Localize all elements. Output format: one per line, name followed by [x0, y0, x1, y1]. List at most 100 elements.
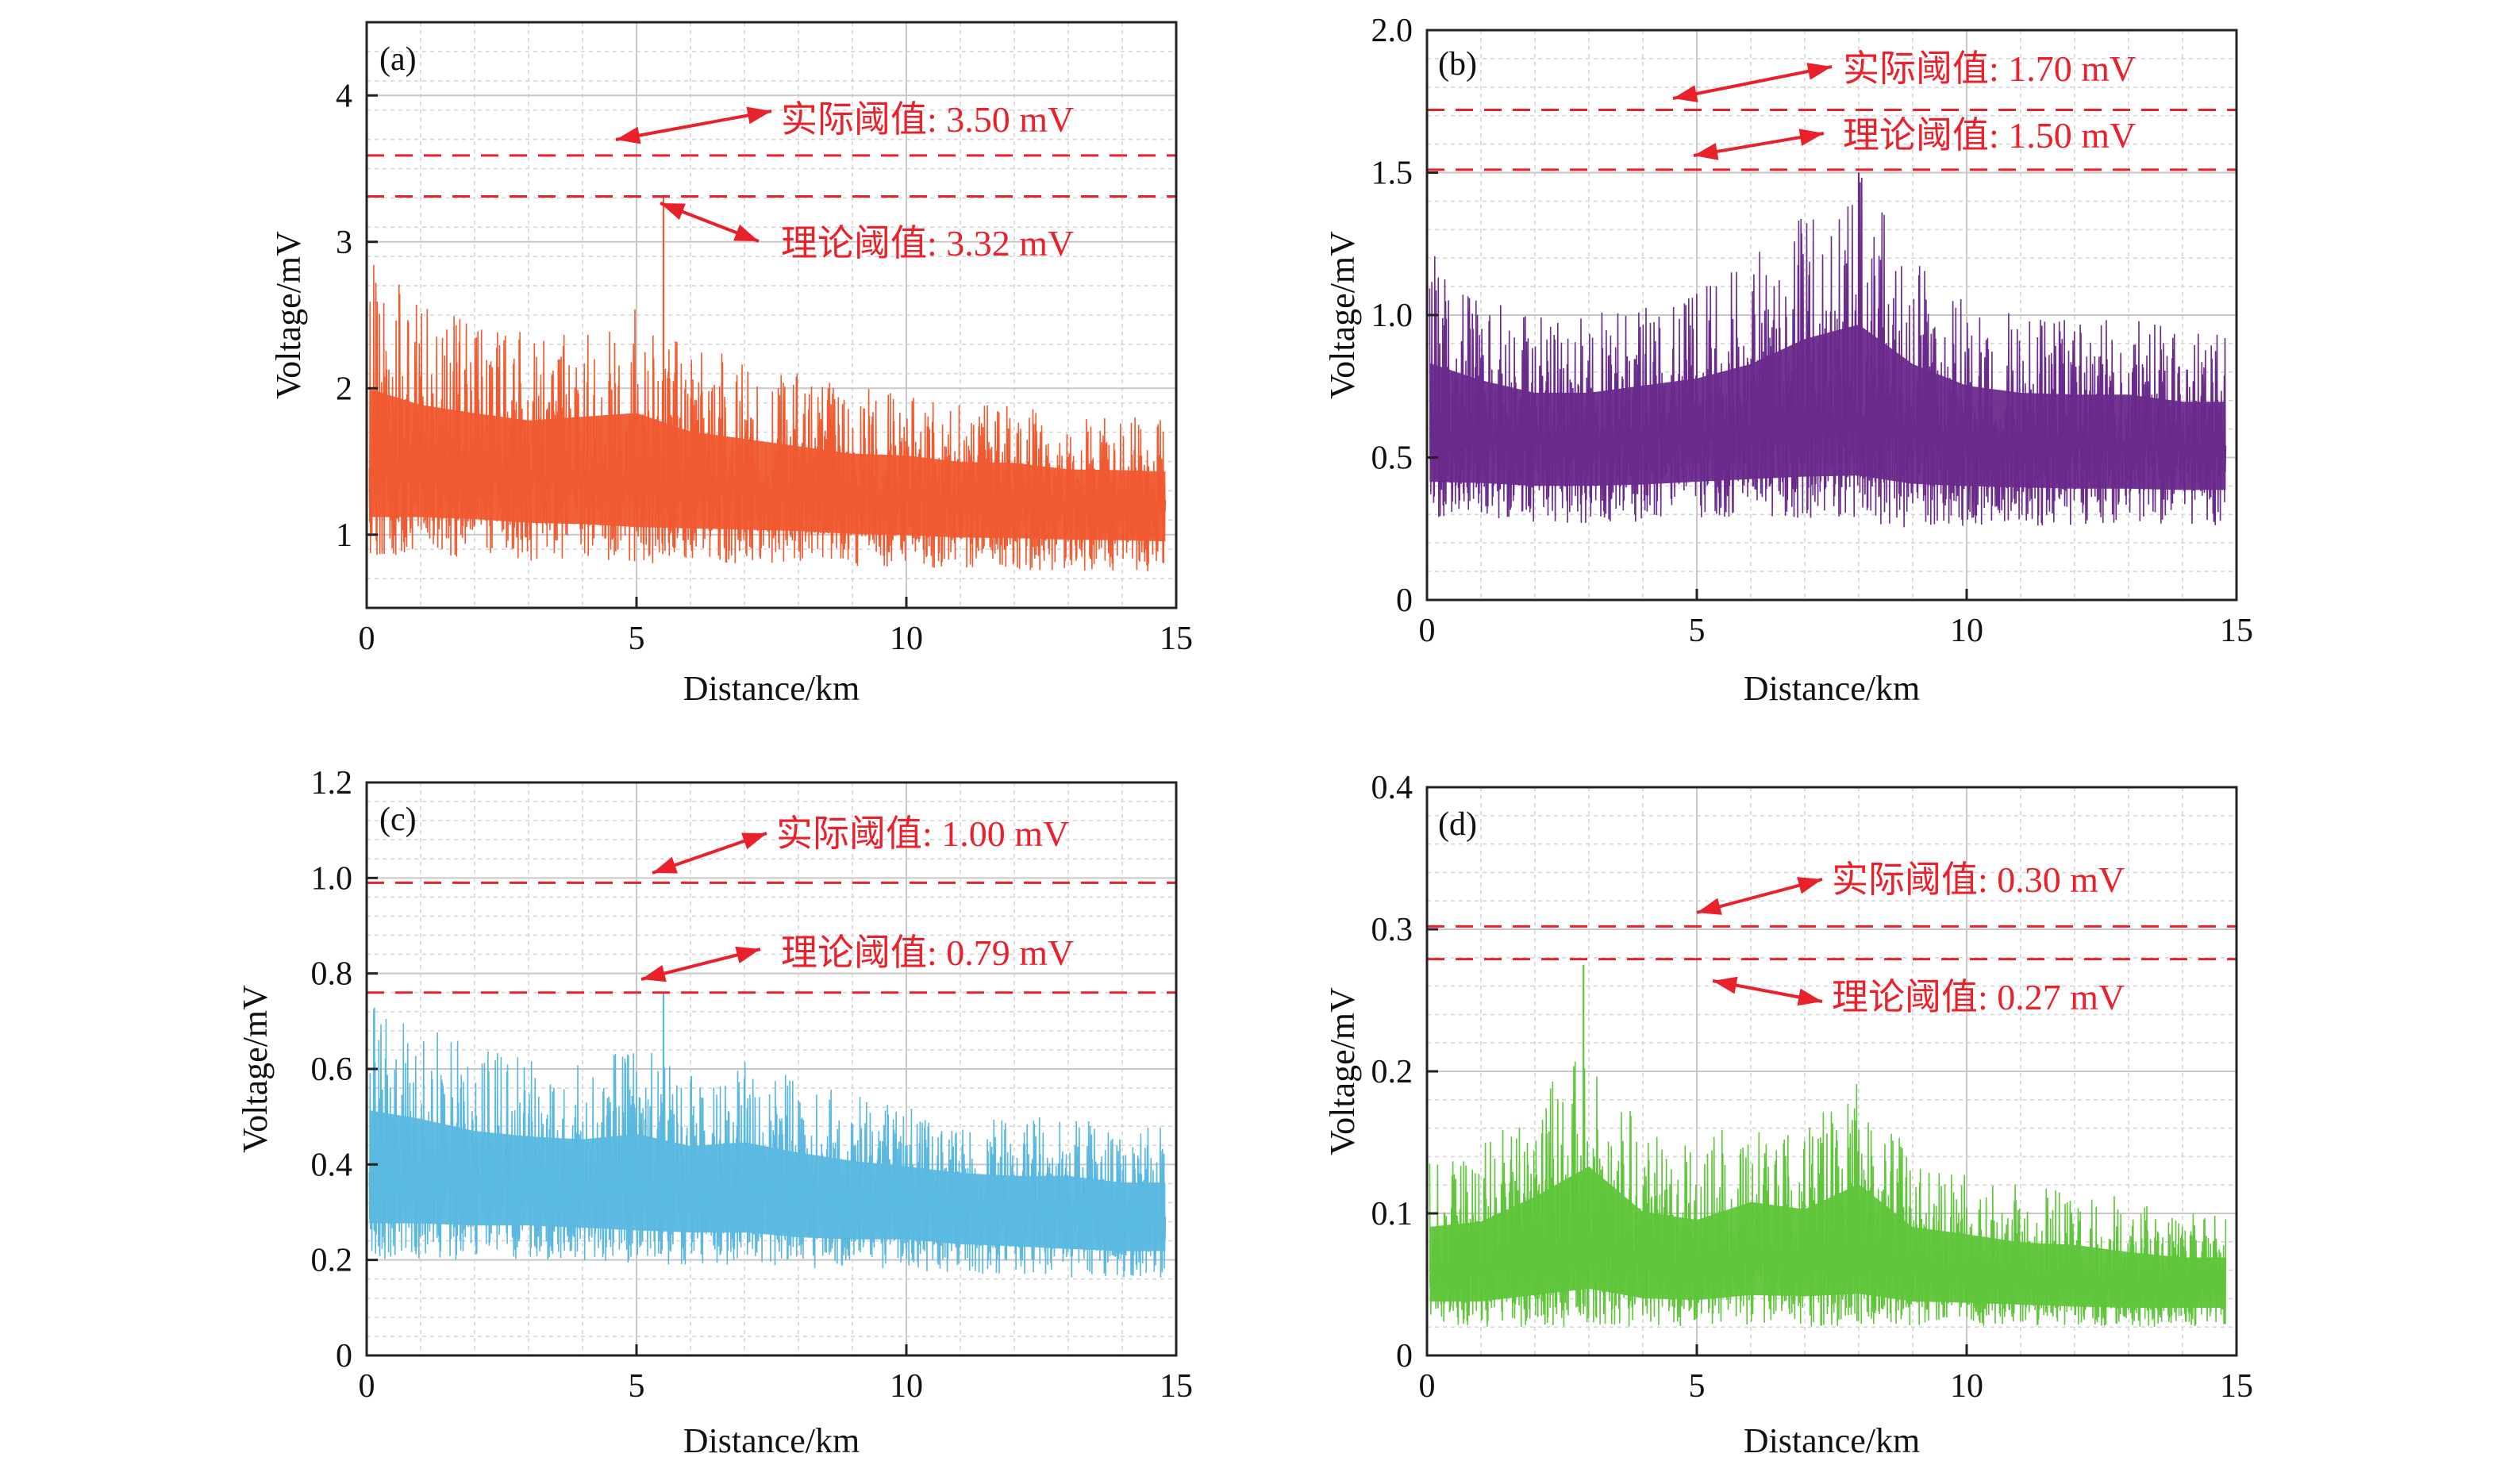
actual-threshold-arrow-head: [1673, 85, 1698, 102]
theory-threshold-label: 理论阈值: 0.27 mV: [1832, 977, 2125, 1017]
x-tick-label: 10: [890, 621, 923, 657]
actual-threshold-arrow-head: [616, 126, 641, 144]
x-axis-title: Distance/km: [1744, 1421, 1920, 1460]
y-tick-label: 0.1: [1371, 1196, 1413, 1232]
y-tick-label: 1.5: [1371, 156, 1413, 192]
x-axis-title: Distance/km: [1744, 669, 1920, 708]
signal-series: [1429, 964, 2227, 1328]
x-tick-label: 0: [1419, 613, 1436, 649]
x-axis-title: Distance/km: [683, 669, 860, 708]
panel-label: (a): [379, 41, 417, 78]
theory-threshold-label: 理论阈值: 3.32 mV: [781, 223, 1074, 263]
y-tick-label: 1.0: [311, 860, 353, 897]
panel-label: (b): [1438, 46, 1477, 83]
actual-threshold-label: 实际阈值: 1.00 mV: [776, 813, 1069, 854]
y-axis-title: Voltage/mV: [1323, 987, 1362, 1155]
actual-threshold-arrow: [615, 110, 772, 141]
y-tick-label: 2.0: [1371, 13, 1413, 49]
y-tick-label: 0.4: [311, 1147, 353, 1183]
y-axis-title: Voltage/mV: [1323, 231, 1362, 399]
actual-threshold-arrow-head: [1697, 898, 1722, 915]
annotations: 实际阈值: 3.50 mV 理论阈值: 3.32 mV: [615, 99, 1074, 263]
signal-core-band: [369, 1110, 1166, 1251]
signal-core-band: [1429, 1166, 2226, 1308]
x-tick-label: 5: [629, 621, 645, 657]
y-tick-label: 0: [1396, 1338, 1413, 1374]
threshold-lines: [1427, 109, 2237, 171]
actual-threshold-arrow: [1672, 65, 1833, 100]
y-tick-label: 0.4: [1371, 770, 1413, 806]
panel-b: 0 5 10 15 0 0.5 1.0 1.5 2.0 (b) Distance/km Volt…: [1323, 13, 2253, 708]
tick-labels: 0 5 10 15 0 0.5 1.0 1.5 2.0: [1371, 13, 2254, 649]
signal-series: [1429, 172, 2227, 528]
x-tick-label: 10: [1950, 1368, 1983, 1405]
y-tick-label: 0.3: [1371, 912, 1413, 948]
x-axis-title: Distance/km: [683, 1421, 860, 1460]
actual-threshold-arrow-tail: [741, 832, 767, 850]
x-tick-label: 0: [359, 621, 375, 657]
actual-threshold-label: 实际阈值: 0.30 mV: [1832, 859, 2125, 900]
x-tick-label: 0: [359, 1368, 375, 1405]
panel-label: (c): [379, 802, 417, 838]
theory-threshold-label: 理论阈值: 1.50 mV: [1843, 115, 2136, 156]
panel-a: 0 5 10 15 1 2 3 4 (a) Distance/km Voltage/mV 实际…: [269, 21, 1193, 708]
actual-threshold-label: 实际阈值: 1.70 mV: [1843, 48, 2136, 89]
tick-labels: 0 5 10 15 0 0.2 0.4 0.6 0.8 1.0 1.2: [311, 765, 1194, 1405]
y-tick-label: 1.0: [1371, 298, 1413, 334]
panel-c: 0 5 10 15 0 0.2 0.4 0.6 0.8 1.0 1.2 (c) Distance/k…: [236, 765, 1193, 1460]
y-tick-label: 1: [336, 517, 352, 554]
y-tick-label: 0.2: [311, 1243, 353, 1279]
annotations: 实际阈值: 1.00 mV 理论阈值: 0.79 mV: [640, 813, 1074, 982]
x-tick-label: 5: [1689, 613, 1706, 649]
y-tick-label: 1.2: [311, 765, 353, 802]
signal-series: [368, 992, 1167, 1278]
y-tick-label: 3: [336, 225, 352, 261]
x-tick-label: 0: [1419, 1368, 1436, 1405]
y-tick-label: 0.8: [311, 956, 353, 993]
signal-core-band: [369, 389, 1166, 542]
tick-labels: 0 5 10 15 1 2 3 4: [336, 78, 1193, 657]
signal-series: [368, 194, 1167, 571]
theory-threshold-arrow-head: [641, 964, 667, 982]
actual-threshold-arrow-head: [652, 856, 678, 874]
x-tick-label: 15: [2220, 613, 2253, 649]
y-tick-label: 0: [336, 1338, 352, 1374]
y-tick-label: 0.2: [1371, 1054, 1413, 1090]
y-tick-label: 0: [1396, 582, 1413, 619]
tick-labels: 0 5 10 15 0 0.1 0.2 0.3 0.4: [1371, 770, 2254, 1405]
actual-threshold-label: 实际阈值: 3.50 mV: [781, 99, 1074, 140]
threshold-lines: [367, 154, 1176, 198]
annotations: 实际阈值: 1.70 mV 理论阈值: 1.50 mV: [1672, 48, 2136, 160]
y-tick-label: 0.6: [311, 1051, 353, 1088]
plot-frame: [365, 21, 1178, 609]
y-tick-label: 4: [336, 78, 352, 114]
actual-threshold-arrow-tail: [1806, 63, 1832, 80]
threshold-lines: [1427, 925, 2237, 961]
x-tick-label: 15: [2220, 1368, 2253, 1405]
threshold-lines: [367, 881, 1176, 994]
x-tick-label: 15: [1160, 1368, 1193, 1405]
theory-threshold-arrow-head: [1713, 976, 1738, 994]
panel-d: 0 5 10 15 0 0.1 0.2 0.3 0.4 (d) Distance/km Volt…: [1323, 770, 2253, 1460]
theory-threshold-arrow-tail: [733, 224, 759, 241]
annotations: 实际阈值: 0.30 mV 理论阈值: 0.27 mV: [1696, 859, 2125, 1017]
actual-threshold-arrow-tail: [746, 106, 771, 125]
theory-threshold-arrow-head: [660, 203, 686, 221]
signal-core-band: [1429, 325, 2226, 490]
x-tick-label: 5: [629, 1368, 645, 1405]
theory-threshold-arrow-head: [1694, 143, 1719, 160]
x-tick-label: 10: [890, 1368, 923, 1405]
theory-threshold-arrow-tail: [1797, 988, 1822, 1006]
panel-label: (d): [1438, 806, 1477, 843]
theory-threshold-label: 理论阈值: 0.79 mV: [781, 932, 1074, 973]
actual-threshold-arrow-tail: [1797, 877, 1822, 894]
x-tick-label: 5: [1689, 1368, 1706, 1405]
x-tick-label: 15: [1160, 621, 1193, 657]
y-tick-label: 0.5: [1371, 440, 1413, 477]
y-axis-title: Voltage/mV: [236, 985, 275, 1153]
theory-threshold-arrow-tail: [735, 946, 760, 964]
y-tick-label: 2: [336, 371, 352, 407]
theory-threshold-arrow-tail: [1798, 129, 1824, 146]
y-axis-title: Voltage/mV: [269, 231, 308, 399]
